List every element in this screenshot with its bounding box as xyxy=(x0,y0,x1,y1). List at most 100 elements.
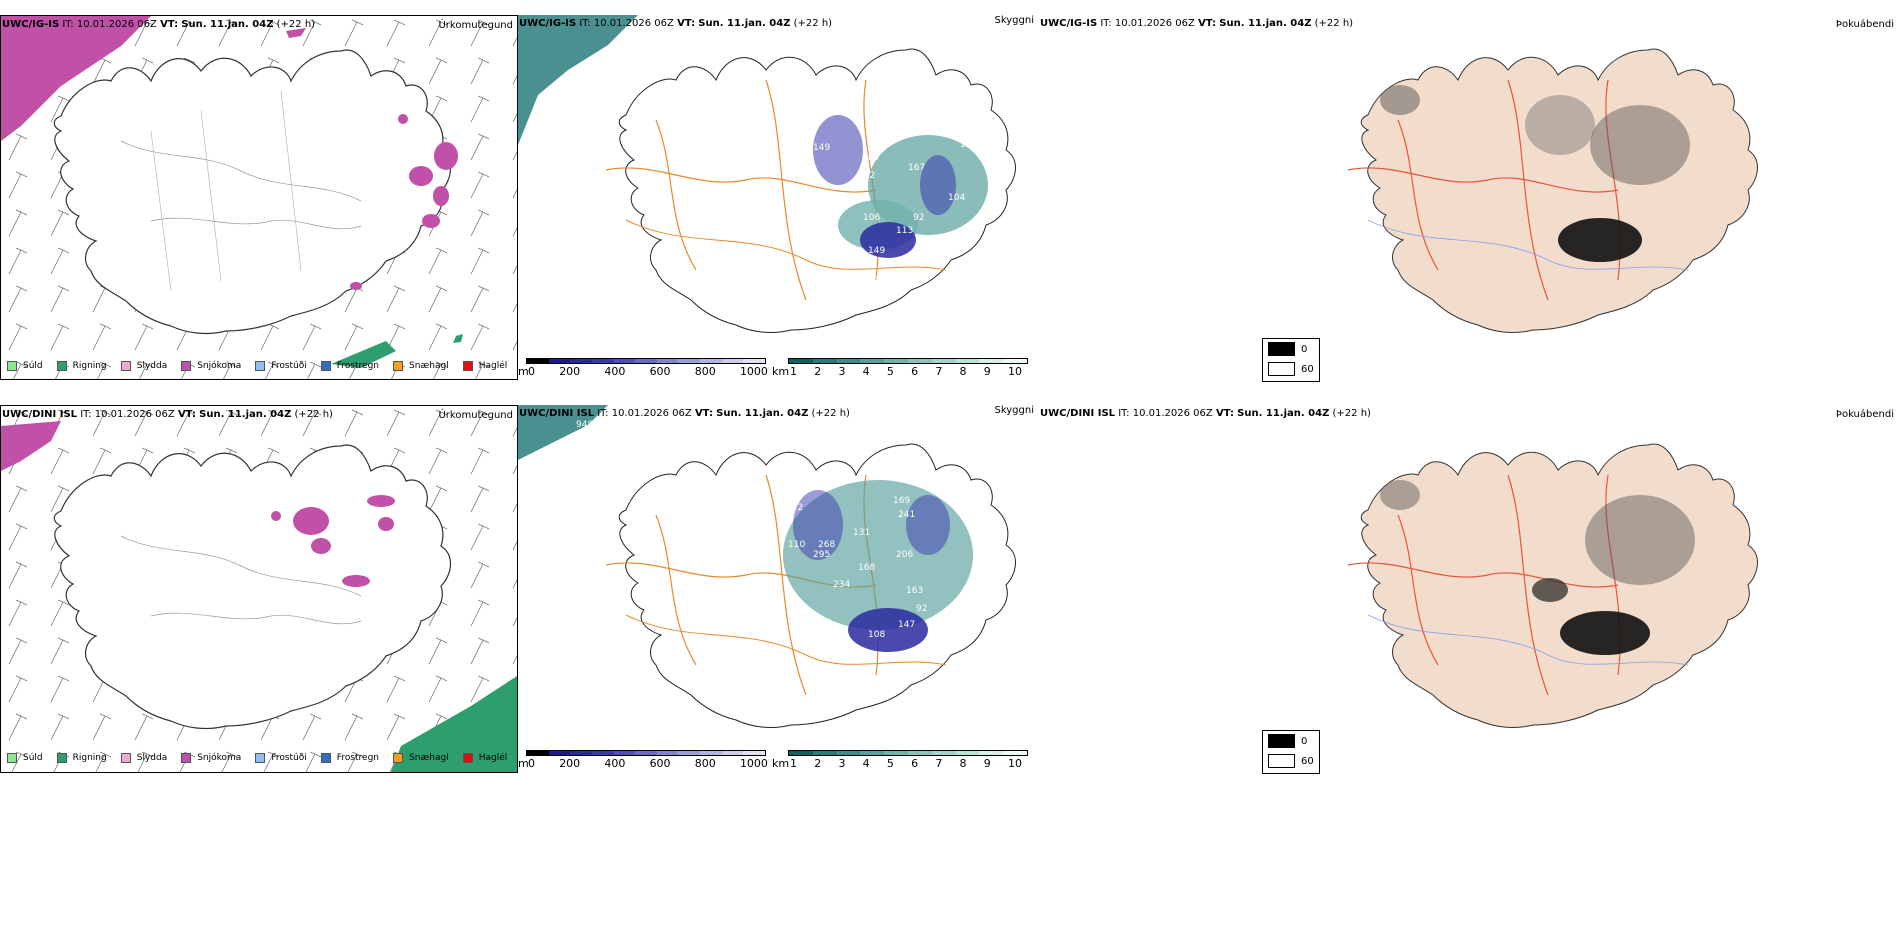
fog-area xyxy=(1560,611,1650,655)
colorbar-bin xyxy=(548,751,571,755)
ceiling-unit: m xyxy=(518,365,529,378)
ceiling-area xyxy=(793,490,843,560)
snow-area xyxy=(271,511,281,521)
colorbar-bin xyxy=(931,359,956,363)
legend-swatch xyxy=(320,361,331,371)
colorbar-bin xyxy=(678,751,701,755)
legend-item-sleet: Slydda xyxy=(120,361,167,371)
colorbar-bin xyxy=(836,359,861,363)
visibility-colorbar xyxy=(788,750,1028,756)
ceiling-colorbar xyxy=(526,358,766,364)
ceiling-number: 241 xyxy=(898,510,915,520)
legend-swatch xyxy=(56,753,67,763)
fog-key-row: 0 xyxy=(1263,731,1319,751)
visibility-ticks: 1 2 3 4 5 6 7 8 9 10 xyxy=(790,757,1022,770)
legend-item-drizzle: Súld xyxy=(7,753,43,763)
visibility-area xyxy=(518,15,638,145)
fog-key-row: 60 xyxy=(1263,359,1319,379)
visibility-colorbar xyxy=(788,358,1028,364)
visibility-title: Skyggni xyxy=(994,405,1034,416)
colorbar-bin xyxy=(979,751,1004,755)
snow-area xyxy=(422,214,440,228)
colorbar-bin xyxy=(907,751,932,755)
precip-legend: Súld Rigning Slydda Snjókoma Frostúði Fr… xyxy=(7,361,521,371)
legend-item-drizzle: Súld xyxy=(7,361,43,371)
ceiling-ticks: 0 200 400 600 800 1000 xyxy=(528,757,768,770)
panel-header: UWC/IG-IS IT: 10.01.2026 06Z VT: Sun. 11… xyxy=(519,18,833,29)
ceiling-number: 163 xyxy=(906,586,923,596)
legend-swatch xyxy=(181,361,192,371)
iceland-outline xyxy=(53,444,452,730)
colorbar-bin xyxy=(884,359,908,363)
ceiling-number: 975 xyxy=(538,94,555,104)
colorbar-bin xyxy=(527,751,549,755)
fog-key-2: 0 60 xyxy=(1262,730,1320,774)
ceiling-colorbar xyxy=(526,750,766,756)
legend-swatch xyxy=(56,361,67,371)
colorbar-bin xyxy=(613,751,636,755)
fog-key-row: 0 xyxy=(1263,339,1319,359)
colorbar-bin xyxy=(860,359,885,363)
ceiling-area xyxy=(860,222,916,258)
colorbar-bin xyxy=(979,359,1004,363)
visibility-map-1: 975 101 287 149 189 167 122 106 92 113 1… xyxy=(518,15,1016,333)
ceiling-number: 169 xyxy=(893,496,910,506)
colorbar-bin xyxy=(635,359,657,363)
ceiling-number: 189 xyxy=(862,153,879,163)
colorbar-bin xyxy=(700,751,722,755)
legend-item-freezing-drizzle: Frostúði xyxy=(255,753,307,763)
legend-item-rain: Rigning xyxy=(56,361,107,371)
ceiling-area xyxy=(906,495,950,555)
iceland-outline xyxy=(1347,443,1758,728)
colorbar-bin xyxy=(955,751,980,755)
precip-type-panel-2: UWC/DINI ISL IT: 10.01.2026 06Z VT: Sun.… xyxy=(0,405,518,773)
visibility-ticks: 1 2 3 4 5 6 7 8 9 10 xyxy=(790,365,1022,378)
legend-item-snow-pellets: Snæhagl xyxy=(393,361,449,371)
colorbar-bin xyxy=(812,751,837,755)
colorbar-bin xyxy=(860,751,885,755)
snow-area xyxy=(378,517,394,531)
precip-map-1 xyxy=(1,16,517,379)
legend-item-snow-pellets: Snæhagl xyxy=(393,753,449,763)
fog-area xyxy=(1558,218,1642,262)
colorbar-bin xyxy=(613,359,636,363)
ceiling-number: 149 xyxy=(868,246,885,256)
ceiling-area xyxy=(813,115,863,185)
ceiling-number: 110 xyxy=(788,540,805,550)
colorbar-bin xyxy=(527,359,549,363)
legend-item-hail: Haglél xyxy=(462,753,507,763)
legend-item-snow: Snjókoma xyxy=(181,753,241,763)
fog-key-swatch xyxy=(1268,362,1295,376)
panel-header: UWC/IG-IS IT: 10.01.2026 06Z VT: Sun. 11… xyxy=(2,19,316,30)
colorbar-bin xyxy=(678,359,701,363)
ceiling-number: 106 xyxy=(863,213,880,223)
fog-area xyxy=(1525,95,1595,155)
colorbar-bin xyxy=(884,751,908,755)
colorbar-bin xyxy=(812,359,837,363)
fog-key-1: 0 60 xyxy=(1262,338,1320,382)
fog-key-swatch xyxy=(1268,754,1295,768)
visibility-map-2: 948 169 241 122 110 295 268 131 168 234 … xyxy=(518,405,1016,728)
precip-type-title: Úrkomutegund xyxy=(438,20,513,31)
legend-item-hail: Haglél xyxy=(462,361,507,371)
snow-area xyxy=(398,114,408,124)
snow-area xyxy=(409,166,433,186)
legend-item-sleet: Slydda xyxy=(120,753,167,763)
ceiling-number: 147 xyxy=(898,620,915,630)
fog-area xyxy=(1380,480,1420,510)
legend-swatch xyxy=(7,753,17,763)
iceland-outline xyxy=(1347,48,1758,333)
snow-area xyxy=(433,186,449,206)
legend-swatch xyxy=(181,753,192,763)
ceiling-area xyxy=(848,608,928,652)
legend-item-rain: Rigning xyxy=(56,753,107,763)
ceiling-ticks: 0 200 400 600 800 1000 xyxy=(528,365,768,378)
colorbar-bin xyxy=(931,751,956,755)
visibility-panel-2: 948 169 241 122 110 295 268 131 168 234 … xyxy=(518,405,1038,773)
ceiling-number: 104 xyxy=(948,193,965,203)
colorbar-bin xyxy=(570,751,592,755)
fog-title: Þokuábendi xyxy=(1835,409,1894,420)
ceiling-number: 92 xyxy=(913,213,924,223)
visibility-unit: km xyxy=(772,365,790,378)
fog-panel-2: UWC/DINI ISL IT: 10.01.2026 06Z VT: Sun.… xyxy=(1040,405,1900,773)
